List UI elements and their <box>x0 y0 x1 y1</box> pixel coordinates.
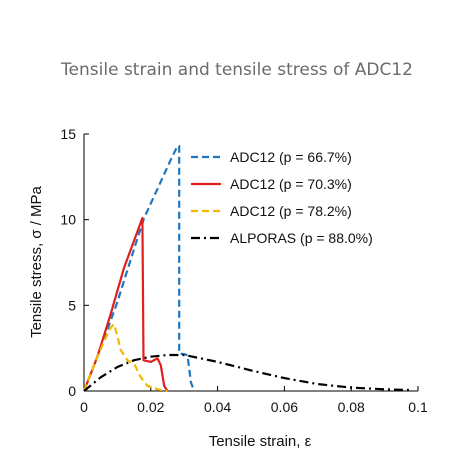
y-tick-label: 5 <box>68 297 76 313</box>
series-layer <box>82 144 412 393</box>
x-axis-label: Tensile strain, ε <box>209 433 312 450</box>
x-tick-label: 0.06 <box>271 399 298 415</box>
series-line-2 <box>82 216 169 392</box>
y-axis-label: Tensile stress, σ / MPa <box>28 185 45 337</box>
x-axis: 0 0.02 0.04 0.06 0.08 0.1 <box>80 386 428 415</box>
legend-label: ADC12 (p = 78.2%) <box>230 203 352 219</box>
x-tick-label: 0.1 <box>408 399 428 415</box>
x-tick-label: 0 <box>80 399 88 415</box>
legend-label: ALPORAS (p = 88.0%) <box>230 230 373 246</box>
legend-label: ADC12 (p = 66.7%) <box>230 149 352 165</box>
series-line-3 <box>82 323 168 393</box>
legend: ADC12 (p = 66.7%) ADC12 (p = 70.3%) ADC12 … <box>191 149 373 246</box>
x-tick-label: 0.02 <box>137 399 164 415</box>
plot-area <box>83 134 418 392</box>
y-tick-label: 10 <box>60 212 76 228</box>
y-axis: 0 5 10 15 <box>60 126 89 399</box>
series-line-4 <box>83 353 412 392</box>
y-tick-label: 15 <box>60 126 76 142</box>
legend-label: ADC12 (p = 70.3%) <box>230 176 352 192</box>
y-tick-label: 0 <box>68 383 76 399</box>
x-tick-label: 0.04 <box>204 399 231 415</box>
x-tick-label: 0.08 <box>338 399 365 415</box>
chart-title: Tensile strain and tensile stress of ADC… <box>60 60 413 80</box>
series-line-1 <box>82 144 196 392</box>
